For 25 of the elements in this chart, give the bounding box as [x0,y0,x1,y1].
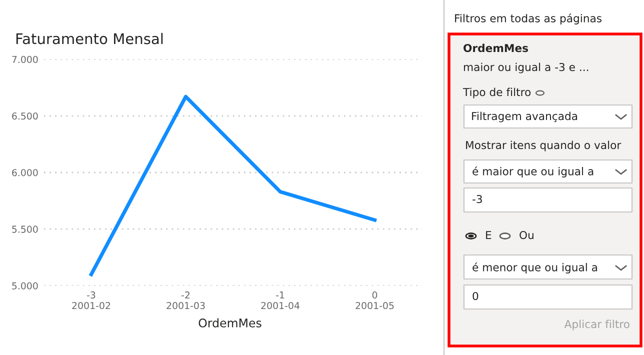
x-tick-label: -2 2001-03 [166,291,205,310]
y-tick-label: 6.000 [12,169,38,176]
y-tick-label: 7.000 [12,56,38,64]
x-axis-title: OrdemMes [198,318,262,328]
text: maior ou igual a -3 e ... [464,62,588,74]
x-tick-label: 0 2001-05 [356,291,394,310]
line-series [89,94,377,276]
text: Tipo de filtro [462,88,531,98]
y-tick-label: 6.500 [12,112,38,120]
text: Ou [520,230,534,240]
text: 0 [472,292,478,300]
text: Filtragem avançada [472,112,578,122]
text: é maior que ou igual a [472,166,594,178]
text: é menor que ou igual a [472,262,598,274]
chart-title: Faturamento Mensal [16,32,163,44]
x-tick-label: -1 2001-04 [261,292,300,310]
text: OrdemMes [464,44,528,52]
text: Aplicar filtro [564,320,630,330]
x-tick-label: -3 2001-02 [72,291,110,310]
text: Filtros em todas as páginas [455,14,602,24]
text: -3 [472,194,482,204]
text: Mostrar itens quando o valor [466,140,622,152]
y-tick-label: 5.000 [12,282,38,290]
text: E [486,231,492,239]
y-tick-label: 5.500 [12,226,38,233]
